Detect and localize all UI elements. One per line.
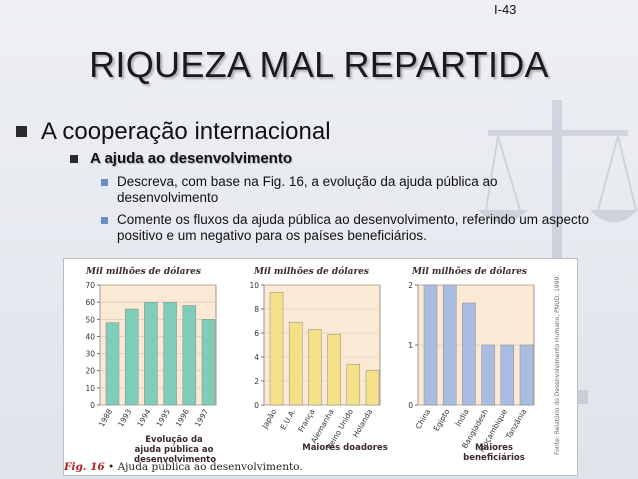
plot-area: [263, 284, 381, 406]
bullet-level3-text: Descreva, com base na Fig. 16, a evoluçã…: [117, 174, 498, 205]
bullet-square-icon: [70, 155, 78, 163]
figure-caption-text: • Ajuda pública ao desenvolvimento.: [104, 461, 303, 473]
chart-ylabel: Mil milhões de dólares: [412, 267, 528, 277]
slide-title: RIQUEZA MAL REPARTIDA: [89, 44, 549, 85]
bar: [327, 333, 341, 406]
bar: [308, 329, 322, 406]
figure-number: Fig. 16: [64, 461, 105, 473]
y-tick-label: 60: [85, 298, 95, 307]
chart-xlabel: Evolução da ajuda pública ao desenvolvim…: [134, 435, 217, 465]
x-tick-label: 1988: [97, 407, 114, 428]
y-tick-label: 2: [408, 281, 413, 290]
y-tick-label: 8: [254, 305, 259, 314]
x-tick-label: 1996: [174, 407, 191, 428]
y-tick-label: 6: [254, 329, 259, 338]
figure-caption: Fig. 16 • Ajuda pública ao desenvolvimen…: [64, 461, 577, 473]
chart-ylabel: Mil milhões de dólares: [86, 267, 202, 277]
y-tick-label: 10: [249, 281, 259, 290]
slide-number: I-43: [494, 2, 517, 17]
y-tick-label: 70: [85, 281, 95, 290]
bar: [105, 322, 120, 406]
x-tick-label: 1997: [193, 407, 210, 428]
y-tick-label: 20: [85, 367, 95, 376]
bar: [288, 321, 303, 406]
y-tick-label: 2: [254, 377, 259, 386]
y-tick-label: 0: [90, 401, 95, 410]
y-tick-label: 40: [85, 332, 95, 341]
bullet-level2: A ajuda ao desenvolvimento: [70, 150, 292, 167]
y-tick-label: 0: [408, 401, 413, 410]
chart-panel-donors: Mil milhões de dólares 0 2 4 6 8 10 Japão E.U.A…: [234, 259, 394, 459]
y-tick-label: 30: [85, 350, 95, 359]
bar: [201, 319, 216, 406]
y-tick-label: 10: [85, 384, 95, 393]
bullet-square-icon: [16, 126, 27, 137]
bullet-level1: A cooperação internacional: [16, 118, 331, 146]
bar: [346, 363, 361, 406]
x-tick-label: 1994: [135, 407, 152, 428]
bar: [144, 301, 158, 406]
y-tick-label: 4: [254, 353, 259, 362]
bar: [269, 291, 284, 406]
bullet-square-icon: [101, 179, 108, 186]
chart-ylabel: Mil milhões de dólares: [254, 267, 370, 277]
x-tick-label: Japão: [260, 407, 279, 431]
bullet-level1-text: A cooperação internacional: [41, 118, 331, 145]
x-tick-label: Egipto: [432, 407, 452, 433]
chart-xlabel: Maiores doadores: [302, 443, 388, 453]
chart-svg-evolution: 0 10 20 30 40 50 60 70 1988 1993 1994 1995 1996 1997: [85, 281, 217, 429]
bullet-level3-text: Comente os fluxos da ajuda pública ao de…: [117, 212, 590, 243]
bullet-square-icon: [101, 217, 108, 224]
figure-16: Mil milhões de dólares 0 10 20 30 40 50 60 70 19…: [63, 258, 578, 476]
y-tick-label: 0: [254, 401, 259, 410]
x-tick-label: E.U.A.: [278, 408, 297, 432]
bar: [481, 344, 495, 406]
y-tick-label: 1: [408, 341, 413, 350]
chart-panel-recipients: Mil milhões de dólares 0 1 2 China Egipto Índ…: [394, 259, 554, 463]
bar: [519, 344, 534, 406]
chart-xlabel: Maiores beneficiários: [463, 443, 525, 463]
bullet-level2-text: A ajuda ao desenvolvimento: [90, 150, 292, 167]
bar: [442, 284, 457, 406]
bullet-level3-item: Comente os fluxos da ajuda pública ao de…: [101, 212, 601, 244]
bar: [124, 308, 139, 406]
y-tick-label: 50: [85, 315, 95, 324]
bullet-level3-item: Descreva, com base na Fig. 16, a evoluçã…: [101, 174, 601, 206]
bar: [462, 302, 476, 406]
figure-source-note: Fonte: Relatório do Desenvolvimento Huma…: [554, 274, 561, 455]
x-tick-label: 1995: [154, 407, 171, 428]
bar: [182, 305, 197, 406]
bar: [163, 301, 177, 406]
chart-panel-evolution: Mil milhões de dólares 0 10 20 30 40 50 60 70 19…: [64, 259, 234, 465]
bar: [423, 284, 438, 406]
x-tick-label: China: [414, 408, 433, 431]
bar: [365, 369, 380, 406]
x-tick-label: Índia: [454, 408, 471, 428]
x-tick-label: França: [296, 408, 316, 434]
x-tick-label: 1993: [116, 407, 133, 428]
bar: [500, 344, 515, 406]
